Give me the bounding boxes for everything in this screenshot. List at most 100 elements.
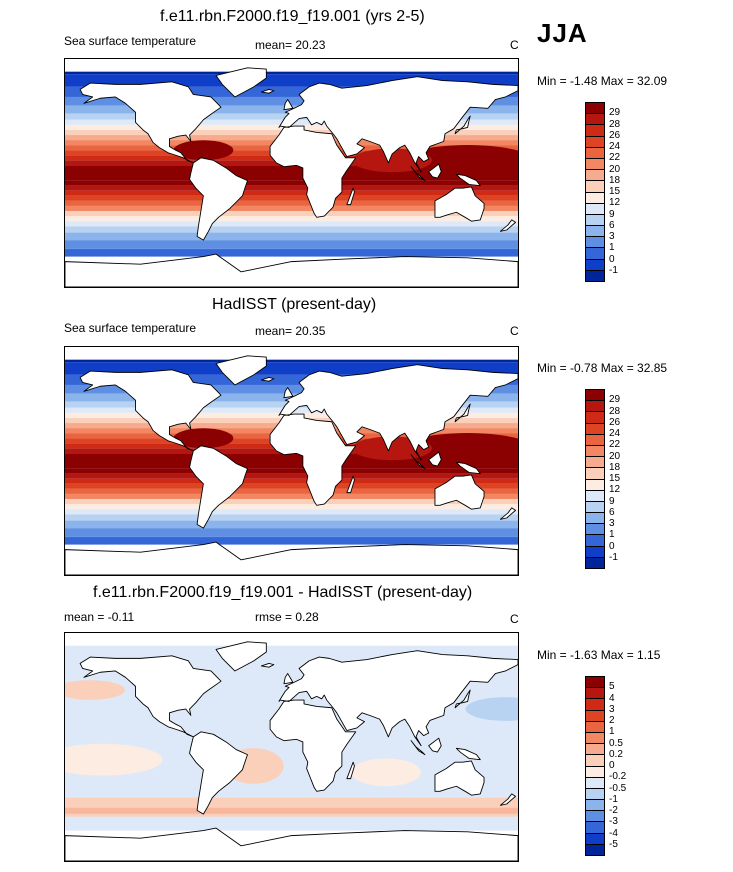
colorbar-tick-label: 6 [609, 506, 615, 518]
panel-left-label-obs: Sea surface temperature [64, 321, 197, 335]
colorbar-tick-label: 0 [609, 760, 615, 771]
colorbar-tick-label: 1 [609, 529, 615, 541]
panel-title-diff: f.e11.rbn.F2000.f19_f19.001 - HadISST (p… [93, 584, 473, 601]
sst-map-model [64, 58, 519, 288]
panel-left-label-model: Sea surface temperature [64, 34, 197, 48]
colorbar-tick-label: 15 [609, 186, 621, 197]
colorbar-box [586, 423, 604, 435]
colorbar-tick-label: -4 [609, 827, 618, 839]
panel-mean-diff: mean = -0.11 [64, 610, 135, 624]
colorbar-tick-label: 24 [609, 428, 621, 439]
minmax-diff: Min = -1.63 Max = 1.15 [537, 648, 661, 662]
colorbar-box [586, 524, 604, 536]
colorbar-tick-label: -0.5 [609, 782, 627, 794]
colorbar-box [586, 744, 604, 756]
colorbar-tick-label: -1 [609, 793, 618, 805]
colorbar-tick-label: 5 [609, 681, 615, 693]
colorbar-tick-label: -1 [609, 264, 618, 276]
colorbar-box [586, 237, 604, 249]
colorbar-box [586, 192, 604, 204]
colorbar-tick-label: 18 [609, 461, 621, 473]
colorbar-box [586, 259, 604, 271]
colorbar-tick-label: 20 [609, 163, 621, 175]
panel-title-model: f.e11.rbn.F2000.f19_f19.001 (yrs 2-5) [160, 8, 425, 25]
colorbar-box [586, 822, 604, 834]
colorbar-tick-label: 26 [609, 129, 621, 141]
colorbar-tick-label: 28 [609, 405, 621, 417]
colorbar-tick-label: 0.5 [609, 737, 623, 749]
panel-title-obs: HadISST (present-day) [212, 296, 377, 313]
colorbar-box [586, 226, 604, 238]
panel-unit-model: C [510, 38, 519, 52]
colorbar-model [585, 102, 605, 282]
colorbar-box [586, 721, 604, 733]
colorbar-box [586, 777, 604, 789]
colorbar-tick-label: 3 [609, 518, 615, 529]
colorbar-box [586, 203, 604, 215]
colorbar-box [586, 710, 604, 722]
colorbar-box [586, 479, 604, 491]
colorbar-tick-label: 4 [609, 692, 615, 704]
colorbar-box [586, 732, 604, 745]
colorbar-tick-label: 0.2 [609, 748, 623, 760]
colorbar-box [586, 457, 604, 469]
colorbar-box [586, 390, 604, 402]
colorbar-obs [585, 389, 605, 569]
colorbar-tick-label: 9 [609, 495, 615, 507]
colorbar-box [586, 766, 604, 778]
panel-mean-model: mean= 20.23 [255, 38, 326, 52]
colorbar-box [586, 755, 604, 767]
colorbar-tick-label: 28 [609, 118, 621, 130]
colorbar-tick-label: -2 [609, 805, 618, 816]
panel-unit-diff: C [510, 612, 519, 626]
colorbar-box [586, 434, 604, 446]
season-label: JJA [537, 18, 588, 48]
colorbar-tick-label: 3 [609, 703, 615, 715]
colorbar-tick-label: 0 [609, 540, 615, 552]
colorbar-box [586, 147, 604, 159]
colorbar-box [586, 699, 604, 711]
colorbar-tick-label: 29 [609, 107, 621, 119]
colorbar-tick-label: 12 [609, 484, 621, 496]
sst-map-obs [64, 346, 519, 576]
colorbar-box [586, 557, 604, 568]
colorbar-tick-label: 24 [609, 141, 621, 152]
panel-unit-obs: C [510, 324, 519, 338]
colorbar-box [586, 844, 604, 855]
colorbar-tick-label: 22 [609, 152, 621, 164]
colorbar-box [586, 688, 604, 700]
colorbar-box [586, 125, 604, 137]
colorbar-tick-label: 12 [609, 197, 621, 209]
colorbar-box [586, 490, 604, 502]
minmax-model: Min = -1.48 Max = 32.09 [537, 74, 668, 88]
colorbar-box [586, 136, 604, 148]
colorbar-box [586, 248, 604, 260]
colorbar-tick-label: 0 [609, 253, 615, 265]
colorbar-box [586, 103, 604, 115]
colorbar-box [586, 513, 604, 525]
colorbar-tick-label: -3 [609, 816, 618, 828]
colorbar-tick-label: 1 [609, 726, 615, 738]
colorbar-box [586, 800, 604, 812]
colorbar-box [586, 181, 604, 193]
colorbar-tick-label: 9 [609, 208, 615, 220]
colorbar-tick-label: 20 [609, 450, 621, 462]
panel-rmse-diff: rmse = 0.28 [255, 610, 319, 624]
colorbar-box [586, 788, 604, 801]
colorbar-tick-label: 29 [609, 394, 621, 406]
colorbar-tick-label: 26 [609, 416, 621, 428]
colorbar-box [586, 114, 604, 126]
colorbar-box [586, 401, 604, 413]
colorbar-box [586, 158, 604, 171]
colorbar-box [586, 445, 604, 458]
colorbar-tick-label: -5 [609, 838, 618, 850]
colorbar-tick-label: 22 [609, 439, 621, 451]
colorbar-tick-label: 3 [609, 231, 615, 242]
colorbar-tick-label: -0.2 [609, 771, 627, 783]
colorbar-box [586, 501, 604, 514]
colorbar-tick-label: 18 [609, 174, 621, 186]
colorbar-box [586, 546, 604, 558]
colorbar-box [586, 833, 604, 845]
colorbar-box [586, 270, 604, 281]
panel-mean-obs: mean= 20.35 [255, 324, 326, 338]
